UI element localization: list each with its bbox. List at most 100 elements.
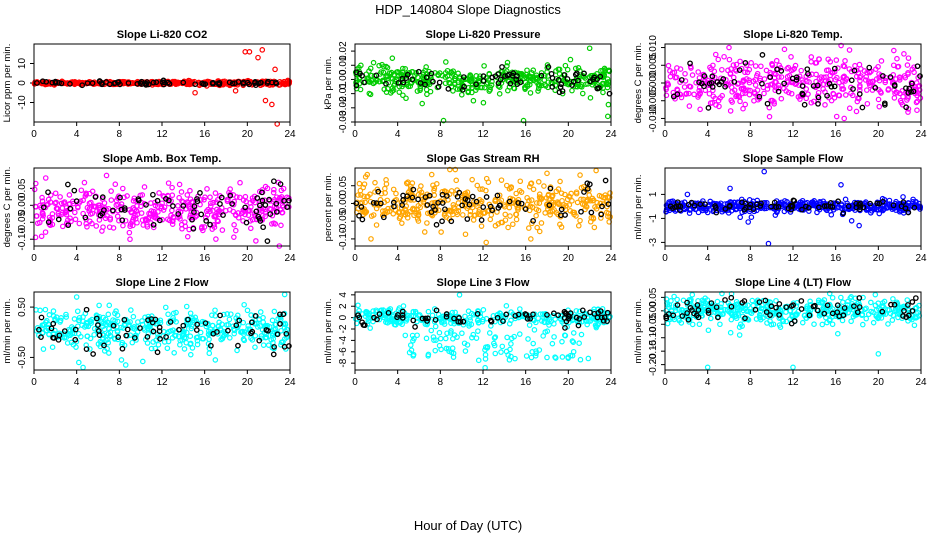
y-tick-label: -0.03 bbox=[338, 110, 349, 133]
data-point bbox=[181, 346, 188, 352]
data-point bbox=[433, 221, 440, 228]
data-point bbox=[717, 321, 723, 328]
data-point bbox=[430, 182, 436, 189]
data-point bbox=[99, 194, 106, 200]
data-point bbox=[359, 216, 366, 223]
data-point bbox=[503, 182, 510, 189]
data-point bbox=[506, 320, 513, 327]
data-point bbox=[695, 307, 702, 313]
data-point bbox=[576, 308, 583, 315]
data-point bbox=[217, 326, 224, 332]
data-point bbox=[750, 302, 756, 309]
data-point bbox=[353, 82, 360, 89]
data-point bbox=[536, 228, 543, 235]
data-point bbox=[663, 315, 670, 322]
data-point bbox=[40, 346, 47, 352]
data-point bbox=[726, 56, 733, 63]
data-point bbox=[99, 228, 105, 234]
data-point-outlier bbox=[269, 101, 275, 108]
data-point bbox=[762, 297, 769, 304]
data-point-outlier bbox=[726, 44, 732, 51]
data-point bbox=[220, 334, 226, 340]
data-point bbox=[829, 69, 835, 76]
data-point bbox=[525, 225, 532, 231]
data-point-outlier bbox=[192, 89, 198, 96]
data-point bbox=[286, 78, 293, 85]
data-point bbox=[405, 83, 412, 90]
data-point bbox=[775, 85, 782, 91]
data-point bbox=[524, 194, 530, 201]
data-point bbox=[428, 171, 435, 178]
data-point bbox=[270, 351, 277, 358]
data-point bbox=[689, 321, 696, 328]
data-point bbox=[842, 58, 848, 64]
data-point bbox=[423, 74, 430, 81]
data-point bbox=[529, 349, 535, 355]
data-point bbox=[533, 200, 540, 206]
data-point bbox=[120, 222, 126, 229]
data-point bbox=[518, 189, 525, 195]
data-point bbox=[451, 315, 457, 322]
data-point bbox=[370, 199, 377, 206]
data-point bbox=[831, 69, 838, 75]
data-point bbox=[710, 62, 716, 69]
data-point bbox=[242, 211, 248, 218]
data-point bbox=[526, 183, 533, 190]
data-point bbox=[38, 233, 45, 240]
data-point bbox=[423, 335, 430, 342]
data-point bbox=[548, 70, 555, 77]
x-axis-label: Hour of Day (UTC) bbox=[413, 518, 523, 533]
data-point bbox=[754, 299, 760, 305]
series-subset bbox=[670, 52, 923, 111]
plot-frame bbox=[33, 167, 291, 247]
data-point bbox=[483, 175, 490, 182]
data-point-outlier bbox=[727, 185, 733, 192]
data-point bbox=[492, 222, 499, 229]
data-point bbox=[140, 222, 147, 228]
data-point bbox=[839, 317, 846, 324]
data-point bbox=[281, 336, 288, 342]
data-point bbox=[252, 79, 259, 85]
data-point bbox=[410, 317, 417, 324]
data-point bbox=[600, 317, 607, 324]
data-point bbox=[742, 101, 749, 108]
data-point bbox=[721, 53, 727, 60]
data-point bbox=[469, 193, 476, 200]
data-point bbox=[73, 198, 80, 204]
data-point bbox=[170, 327, 176, 333]
data-point bbox=[197, 329, 204, 336]
data-point bbox=[424, 202, 431, 208]
data-point bbox=[373, 200, 380, 206]
data-point bbox=[392, 321, 399, 328]
data-point bbox=[202, 320, 209, 327]
data-point bbox=[373, 222, 380, 228]
data-point bbox=[362, 199, 368, 206]
y-axis-label: kPa per min. bbox=[323, 56, 334, 109]
data-point bbox=[827, 203, 834, 210]
data-point bbox=[415, 212, 422, 219]
data-point bbox=[791, 197, 798, 204]
data-point bbox=[96, 302, 102, 309]
data-point bbox=[137, 325, 143, 331]
data-point bbox=[805, 204, 812, 211]
data-point bbox=[112, 80, 119, 86]
data-point bbox=[61, 328, 68, 334]
data-point bbox=[101, 342, 107, 349]
data-point bbox=[667, 203, 674, 210]
data-point bbox=[59, 223, 66, 230]
data-point bbox=[458, 79, 465, 86]
data-point bbox=[370, 312, 376, 318]
data-point bbox=[828, 97, 835, 104]
data-point bbox=[259, 189, 265, 196]
data-point bbox=[591, 224, 598, 231]
data-point bbox=[524, 67, 530, 74]
data-point bbox=[824, 302, 831, 309]
data-point bbox=[481, 63, 487, 69]
data-point bbox=[439, 218, 445, 225]
data-point bbox=[474, 310, 481, 317]
data-point bbox=[742, 315, 748, 322]
data-point bbox=[470, 331, 477, 338]
data-point bbox=[380, 314, 387, 321]
